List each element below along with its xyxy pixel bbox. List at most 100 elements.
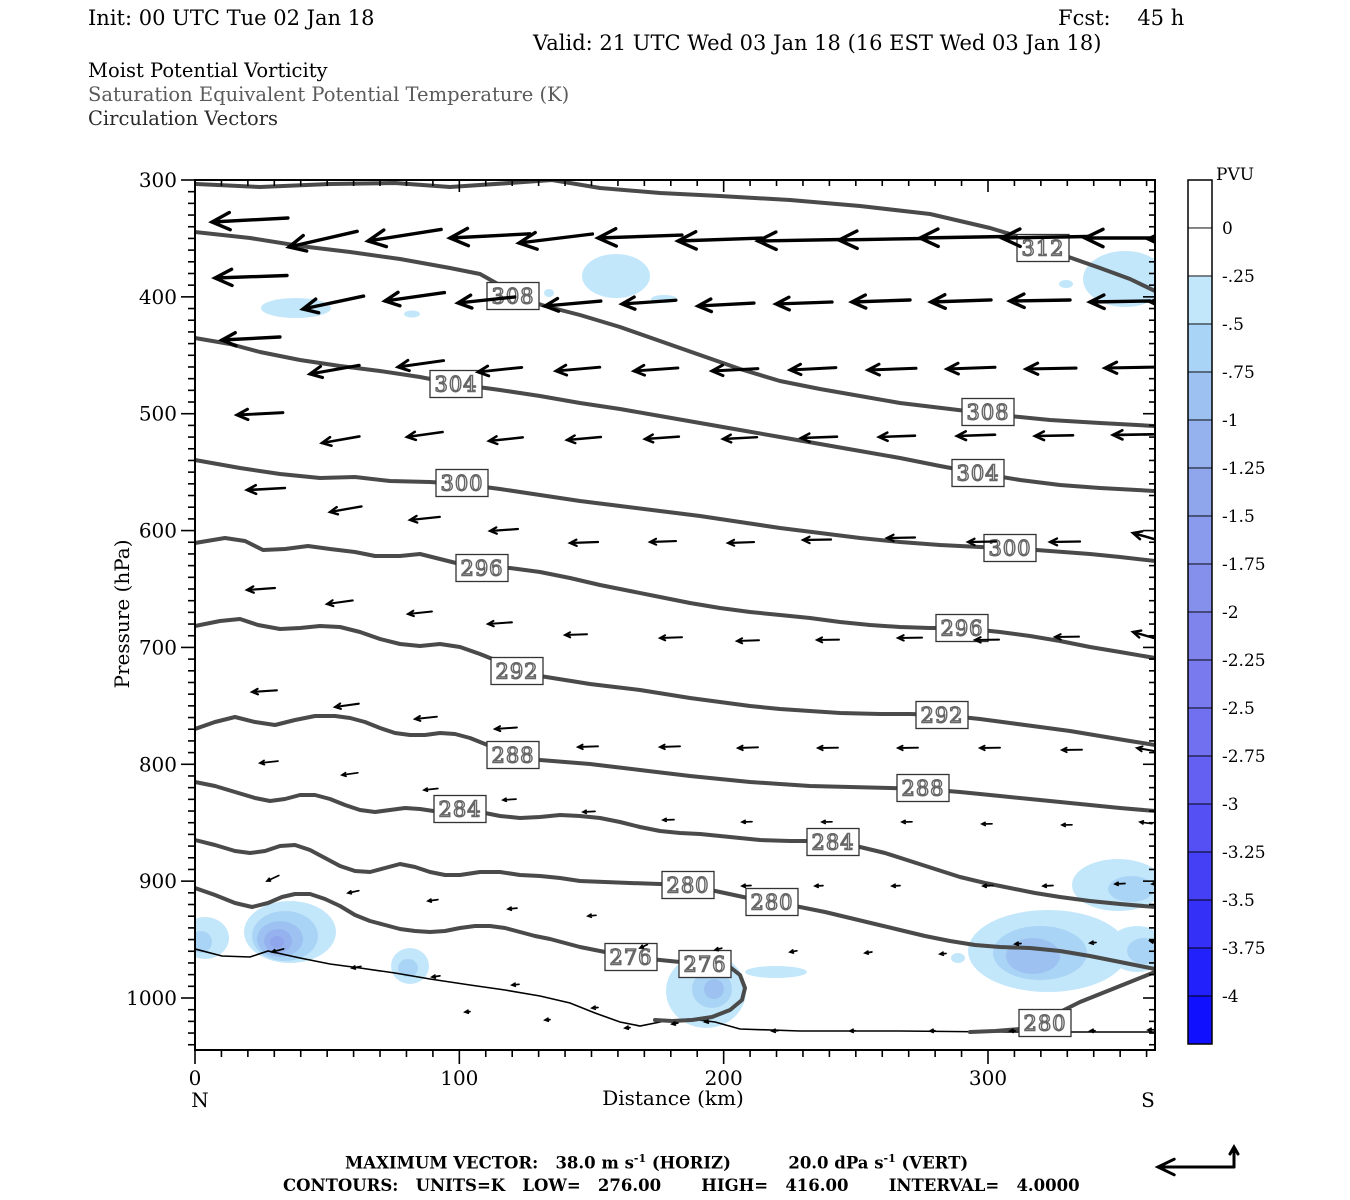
vector-arrow bbox=[1154, 1157, 1236, 1177]
contour-label-304: 304 bbox=[434, 373, 477, 397]
colorbar-segment bbox=[1187, 611, 1213, 661]
vector-arrow bbox=[487, 526, 520, 535]
contour-label-box-280 bbox=[1018, 1008, 1072, 1038]
y-tick-label-800: 800 bbox=[139, 752, 177, 776]
x-axis-title: Distance (km) bbox=[602, 1086, 744, 1110]
vector-arrow bbox=[770, 1028, 779, 1034]
valid-time-label: Valid: 21 UTC Wed 03 Jan 18 (16 EST Wed … bbox=[533, 31, 1102, 55]
contour-label-box-308 bbox=[961, 397, 1015, 427]
x-tick-label-200: 200 bbox=[705, 1066, 743, 1090]
plot-frame bbox=[194, 179, 1156, 1051]
vector-arrow bbox=[863, 950, 873, 955]
vector-arrow bbox=[1101, 360, 1154, 375]
vector-arrow bbox=[454, 293, 517, 310]
vector-arrow bbox=[324, 599, 354, 608]
vector-arrow bbox=[657, 743, 681, 751]
mpv-shaded-region bbox=[261, 298, 331, 318]
colorbar-tick-label: -2.75 bbox=[1222, 747, 1266, 767]
vector-arrow bbox=[510, 982, 520, 988]
colorbar-frame bbox=[1187, 179, 1213, 1045]
vector-arrow bbox=[1134, 745, 1154, 753]
vector-arrow bbox=[404, 430, 444, 442]
contour-label-box-288 bbox=[486, 740, 540, 770]
contour-308 bbox=[196, 230, 1154, 428]
superscript-exponent: -1 bbox=[883, 1152, 896, 1165]
vector-arrow bbox=[346, 889, 360, 895]
y-tick-label-1000: 1000 bbox=[126, 986, 177, 1010]
colorbar-tick-label: -1.25 bbox=[1222, 459, 1266, 479]
vector-arrow bbox=[243, 483, 287, 496]
contour-label-box-280 bbox=[745, 887, 799, 917]
vector-arrow bbox=[506, 906, 518, 912]
y-tick-label-600: 600 bbox=[139, 519, 177, 543]
vector-arrow bbox=[581, 809, 596, 815]
vector-arrow bbox=[642, 433, 681, 444]
contour-label-box-276 bbox=[678, 949, 732, 979]
vector-arrow bbox=[694, 297, 756, 314]
vector-arrow bbox=[972, 636, 1001, 644]
vector-arrow bbox=[1041, 883, 1054, 889]
vector-arrow bbox=[657, 634, 683, 642]
contour-label-box-284 bbox=[433, 794, 487, 824]
mpv-shaded-region bbox=[196, 931, 212, 953]
y-tick-label-900: 900 bbox=[139, 869, 177, 893]
vector-arrow bbox=[916, 227, 1008, 249]
contour-280 bbox=[196, 838, 1154, 971]
contour-label-280: 280 bbox=[666, 874, 709, 898]
colorbar-tick-label: -.25 bbox=[1222, 267, 1255, 287]
contour-label-280: 280 bbox=[750, 891, 793, 915]
mpv-shaded-region bbox=[745, 966, 807, 978]
x-tick-label-100: 100 bbox=[440, 1066, 478, 1090]
contour-label-292: 292 bbox=[495, 660, 538, 684]
contour-label-296: 296 bbox=[940, 617, 983, 641]
vector-arrow bbox=[381, 290, 447, 308]
x-tick-label-300: 300 bbox=[969, 1066, 1007, 1090]
colorbar-tick-label: -.5 bbox=[1222, 315, 1244, 335]
vector-arrow bbox=[708, 363, 760, 378]
vector-arrow bbox=[980, 821, 993, 827]
vector-arrow bbox=[938, 951, 947, 957]
contour-label-box-300 bbox=[983, 533, 1037, 563]
mpv-shaded-region bbox=[398, 959, 418, 977]
vector-arrow bbox=[211, 267, 289, 288]
vector-arrow bbox=[319, 435, 361, 448]
y-tick-label-400: 400 bbox=[139, 285, 177, 309]
vert-suffix-text: (VERT) bbox=[895, 1153, 969, 1173]
vector-arrow bbox=[928, 1028, 936, 1034]
contour-labels-layer: 3123083083043043003002962962922922882882… bbox=[429, 233, 1072, 1038]
vector-arrow bbox=[943, 361, 997, 376]
vector-arrow bbox=[586, 913, 597, 919]
vector-arrow bbox=[788, 949, 798, 954]
y-tick-label-700: 700 bbox=[139, 635, 177, 659]
field-title-circulation: Circulation Vectors bbox=[88, 107, 279, 130]
vector-arrow bbox=[1059, 746, 1083, 754]
vector-arrow bbox=[895, 744, 919, 752]
vector-arrow bbox=[474, 364, 524, 378]
colorbar-tick-label: -2.5 bbox=[1222, 699, 1255, 719]
contour-label-276: 276 bbox=[683, 953, 726, 977]
vector-arrow bbox=[638, 943, 649, 949]
vector-arrow bbox=[422, 787, 439, 793]
horiz-vert-text: (HORIZ) 20.0 dPa s bbox=[646, 1153, 884, 1173]
vector-arrow bbox=[285, 229, 359, 253]
vector-arrow bbox=[713, 946, 723, 952]
contour-label-box-292 bbox=[915, 700, 969, 730]
vector-arrow bbox=[562, 631, 588, 639]
vector-arrow bbox=[350, 965, 362, 970]
vector-arrow bbox=[813, 883, 824, 889]
vector-arrow bbox=[814, 636, 840, 644]
vector-arrow bbox=[1088, 1028, 1096, 1034]
vector-arrow bbox=[332, 702, 360, 710]
vector-arrow bbox=[265, 874, 280, 882]
vector-arrow bbox=[740, 819, 753, 825]
contour-label-284: 284 bbox=[811, 831, 854, 855]
vector-arrow bbox=[965, 537, 998, 547]
vector-arrow bbox=[1086, 293, 1152, 311]
field-title-mpv: Moist Potential Vorticity bbox=[88, 59, 328, 82]
vector-arrow bbox=[594, 227, 684, 248]
circulation-vectors-layer bbox=[208, 210, 1154, 1034]
colorbar-tick-label: -2.25 bbox=[1222, 651, 1266, 671]
x-tick-label-0: 0 bbox=[189, 1066, 202, 1090]
vector-arrow bbox=[798, 432, 839, 444]
field-title-theta-es: Saturation Equivalent Potential Temperat… bbox=[88, 83, 570, 106]
